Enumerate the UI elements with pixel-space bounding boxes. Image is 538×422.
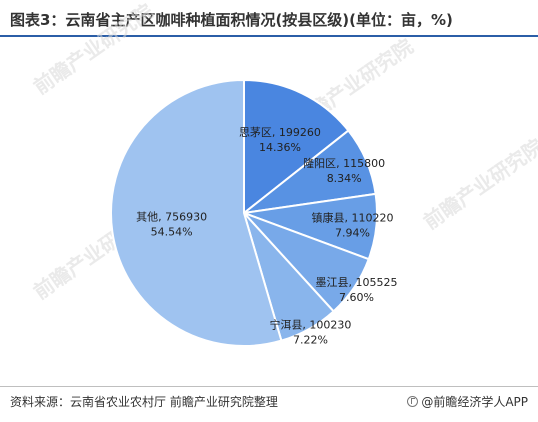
footer-divider	[0, 386, 538, 387]
watermark-text: 前瞻产业研究院	[419, 134, 538, 234]
pie-slice-6	[110, 78, 283, 347]
source-note: 资料来源：云南省农业农村厅 前瞻产业研究院整理	[10, 395, 278, 409]
credit-text: @前瞻经济学人APP	[421, 395, 528, 409]
title-divider	[0, 35, 538, 37]
footer: 资料来源：云南省农业农村厅 前瞻产业研究院整理 @前瞻经济学人APP	[10, 392, 528, 412]
pie-slice-1	[243, 78, 350, 216]
slice-label-1: 思茅区, 199260 14.36%	[239, 126, 321, 154]
slice-label-3: 镇康县, 110220 7.94%	[311, 210, 393, 239]
credit-note: @前瞻经济学人APP	[407, 392, 528, 412]
brand-icon	[407, 396, 419, 407]
slice-label-4: 墨江县, 105525 7.60%	[315, 276, 397, 304]
slice-label-6: 其他, 756930 54.54%	[136, 210, 207, 238]
pie-labels: 思茅区, 199260 14.36%隆阳区, 115800 8.34% 镇康县, 11…	[136, 126, 397, 346]
slice-label-5: 宁洱县, 100230 7.22%	[269, 317, 351, 346]
pie-slices	[110, 78, 378, 347]
watermark-text: 前瞻产业研究院	[29, 0, 157, 99]
chart-title: 图表3：云南省主产区咖啡种植面积情况(按县区级)(单位：亩，%)	[10, 11, 453, 29]
slice-label-2: 隆阳区, 115800 8.34%	[303, 156, 385, 185]
